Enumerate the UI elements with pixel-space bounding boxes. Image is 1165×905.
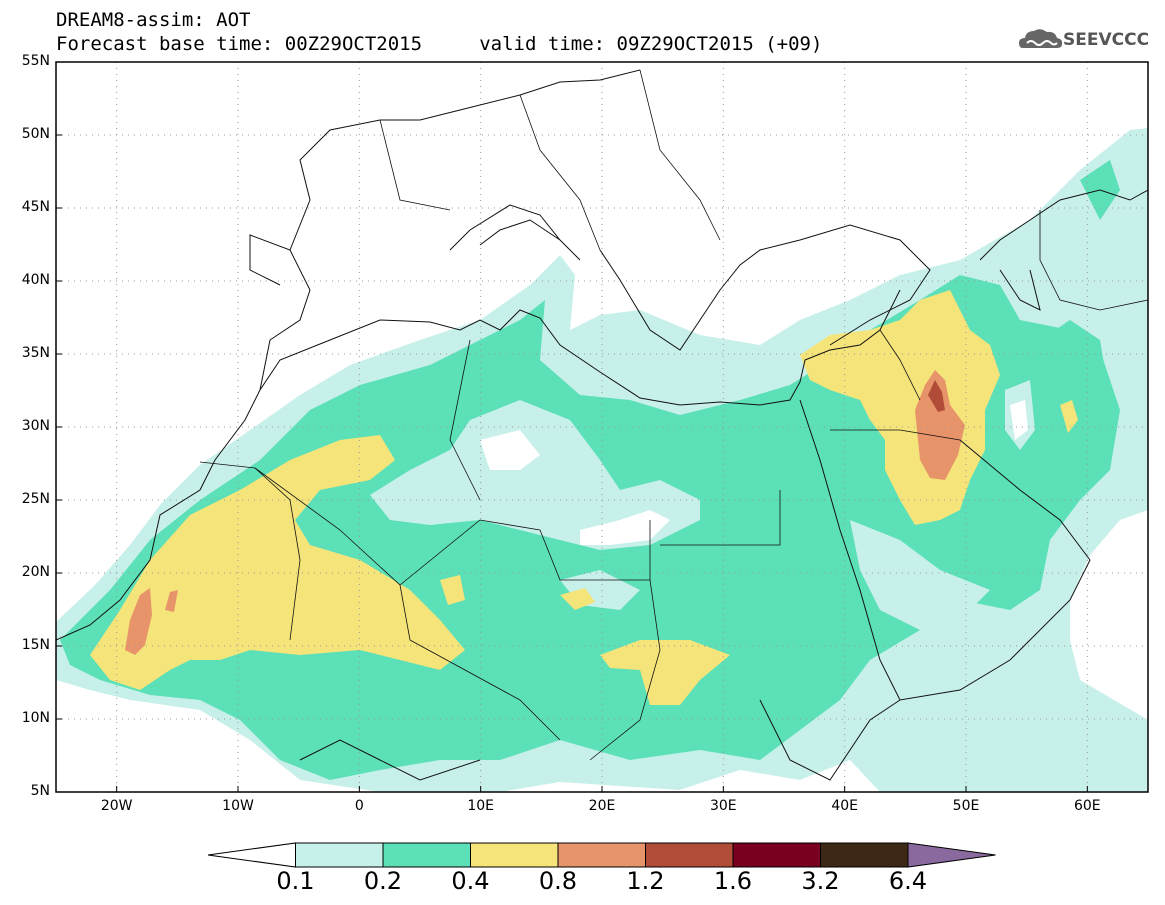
lon-label: 10W (222, 798, 254, 814)
colorbar-swatch (732, 842, 821, 868)
colorbar-swatch (820, 842, 909, 868)
lon-label: 40E (831, 798, 858, 814)
aot-fields (56, 128, 1148, 792)
aot-band-1.2 (928, 380, 945, 412)
colorbar-label: 0.1 (276, 867, 315, 895)
aot-band-0.8 (125, 370, 965, 655)
colorbar-swatch (470, 842, 559, 868)
colorbar-label: 6.4 (888, 867, 928, 895)
lat-label: 10N (21, 710, 50, 726)
colorbar-arrow-high (907, 842, 996, 868)
colorbar-label: 3.2 (801, 867, 840, 895)
coastlines (56, 69, 1148, 781)
lat-label: 40N (21, 272, 50, 288)
aot-band-0.1-inner (370, 380, 1035, 630)
lon-label: 20E (588, 798, 616, 814)
colorbar-label: 0.8 (538, 867, 578, 895)
lat-label: 55N (21, 53, 50, 69)
colorbar-label: 0.2 (363, 867, 403, 895)
axis-ticks (56, 61, 1088, 793)
lat-label: 45N (21, 199, 50, 215)
colorbar-swatch (645, 842, 734, 868)
cloud-icon (1019, 29, 1063, 48)
lon-label: 50E (952, 798, 980, 814)
colorbar-label: 1.6 (713, 867, 753, 895)
colorbar (207, 842, 996, 868)
colorbar-swatch (557, 842, 646, 868)
colorbar-arrow-low (207, 842, 296, 868)
colorbar-label: 0.4 (451, 867, 490, 895)
map-title: DREAM8-assim: AOT (56, 9, 251, 31)
lon-label: 20W (100, 798, 133, 814)
lat-label: 25N (21, 491, 50, 507)
lat-label: 15N (21, 637, 50, 653)
country-borders (199, 69, 1148, 761)
lat-label: 50N (21, 126, 50, 142)
lat-label: 35N (21, 345, 50, 361)
lat-label: 30N (21, 418, 50, 434)
lon-label: 0 (354, 798, 364, 814)
colorbar-label: 1.2 (626, 867, 665, 895)
logo-text: SEEVCCC (1063, 30, 1150, 50)
lon-label: 10E (467, 798, 494, 814)
lat-label: 20N (21, 564, 50, 580)
map-subtitle: Forecast base time: 00Z29OCT2015 valid t… (56, 33, 823, 55)
lat-label: 5N (30, 783, 50, 799)
colorbar-swatch (382, 842, 471, 868)
lon-label: 60E (1073, 798, 1101, 814)
colorbar-swatch (295, 842, 384, 868)
lat-lon-grid (56, 62, 1148, 792)
lon-label: 30E (709, 798, 737, 814)
